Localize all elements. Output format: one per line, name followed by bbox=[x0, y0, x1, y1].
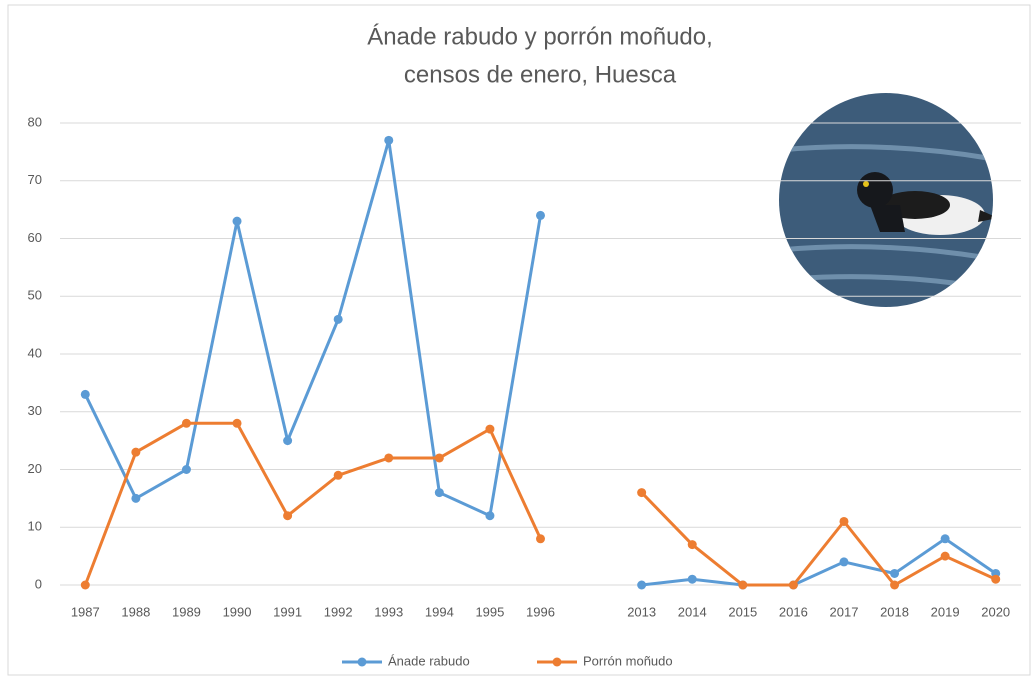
x-tick-label: 2019 bbox=[931, 604, 960, 619]
data-point bbox=[940, 534, 950, 544]
x-tick-label: 1994 bbox=[425, 604, 454, 619]
x-tick-label: 1989 bbox=[172, 604, 201, 619]
data-point bbox=[283, 511, 293, 521]
x-tick-label: 1995 bbox=[475, 604, 504, 619]
data-point bbox=[687, 540, 697, 550]
data-point bbox=[384, 453, 394, 463]
x-tick-label: 2016 bbox=[779, 604, 808, 619]
chart-subtitle: censos de enero, Huesca bbox=[404, 61, 677, 88]
data-point bbox=[788, 580, 798, 590]
data-point bbox=[283, 436, 293, 446]
data-point bbox=[80, 580, 90, 590]
data-point bbox=[637, 488, 647, 498]
x-tick-label: 1987 bbox=[71, 604, 100, 619]
y-tick-label: 70 bbox=[28, 172, 42, 187]
data-point bbox=[839, 516, 849, 526]
y-tick-label: 80 bbox=[28, 114, 42, 129]
data-point bbox=[536, 534, 545, 544]
x-tick-label: 2015 bbox=[728, 604, 757, 619]
data-point bbox=[738, 580, 748, 590]
x-tick-label: 2014 bbox=[678, 604, 707, 619]
data-point bbox=[890, 568, 900, 578]
chart-title: Ánade rabudo y porrón moñudo, bbox=[367, 23, 713, 50]
x-tick-label: 1990 bbox=[223, 604, 252, 619]
y-tick-label: 20 bbox=[28, 461, 42, 476]
y-tick-label: 0 bbox=[35, 576, 42, 591]
data-point bbox=[839, 557, 849, 567]
data-point bbox=[232, 418, 242, 428]
legend-label: Ánade rabudo bbox=[388, 653, 470, 668]
data-point bbox=[536, 210, 545, 220]
data-point bbox=[232, 216, 242, 226]
data-point bbox=[434, 453, 444, 463]
data-point bbox=[131, 493, 141, 503]
legend-marker bbox=[357, 657, 367, 667]
x-tick-label: 2017 bbox=[830, 604, 859, 619]
data-point bbox=[940, 551, 950, 561]
data-point bbox=[637, 580, 647, 590]
series-line bbox=[83, 139, 997, 587]
data-point bbox=[384, 135, 394, 145]
data-point bbox=[485, 511, 495, 521]
legend-label: Porrón moñudo bbox=[583, 653, 673, 668]
data-point bbox=[687, 574, 697, 584]
x-tick-label: 2018 bbox=[880, 604, 909, 619]
x-tick-label: 1988 bbox=[121, 604, 150, 619]
data-point bbox=[890, 580, 900, 590]
data-point bbox=[181, 465, 191, 474]
x-tick-label: 1992 bbox=[324, 604, 353, 619]
data-point bbox=[333, 314, 343, 324]
x-tick-label: 1996 bbox=[526, 604, 555, 619]
duck-photo bbox=[779, 93, 993, 307]
x-tick-label: 1991 bbox=[273, 604, 302, 619]
data-point bbox=[485, 424, 495, 434]
data-point bbox=[991, 574, 1001, 584]
x-tick-label: 1993 bbox=[374, 604, 403, 619]
y-tick-label: 10 bbox=[28, 519, 42, 534]
y-tick-label: 30 bbox=[28, 403, 42, 418]
series-line bbox=[83, 421, 997, 587]
x-tick-label: 2020 bbox=[981, 604, 1010, 619]
y-tick-label: 60 bbox=[28, 230, 42, 245]
data-point bbox=[80, 389, 90, 399]
y-tick-label: 40 bbox=[28, 345, 42, 360]
data-point bbox=[131, 447, 141, 457]
data-point bbox=[434, 488, 444, 498]
legend-marker bbox=[552, 657, 562, 667]
y-tick-label: 50 bbox=[28, 288, 42, 303]
data-point bbox=[181, 418, 191, 428]
data-point bbox=[333, 470, 343, 480]
x-tick-label: 2013 bbox=[627, 604, 656, 619]
